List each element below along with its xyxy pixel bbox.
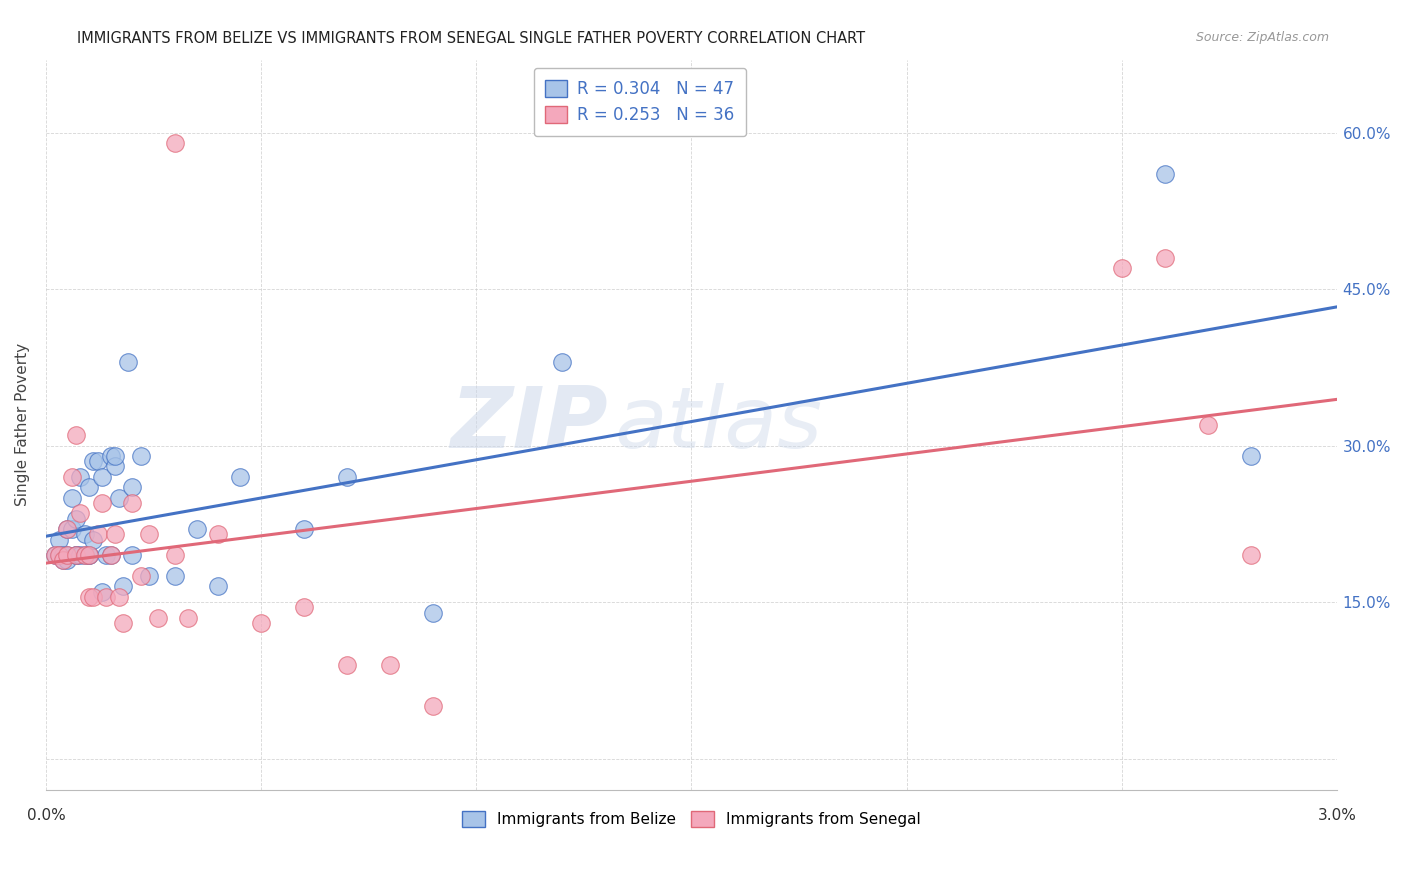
Text: atlas: atlas [614, 384, 823, 467]
Point [86, 454, 108, 468]
Point [56, 522, 79, 536]
Point [104, 449, 127, 463]
Point [56, 553, 79, 567]
Point [90, 496, 112, 510]
Point [336, 470, 359, 484]
Point [138, 527, 160, 541]
Point [69, 470, 91, 484]
Point [108, 590, 131, 604]
Point [336, 657, 359, 672]
Point [165, 548, 187, 562]
Point [48, 548, 70, 562]
Point [60, 470, 83, 484]
Point [104, 459, 127, 474]
Point [146, 611, 169, 625]
Point [65, 428, 87, 442]
Point [52, 553, 75, 567]
Point [73, 548, 96, 562]
Point [108, 491, 131, 505]
Point [77, 590, 100, 604]
Point [422, 606, 444, 620]
Point [56, 548, 79, 562]
Y-axis label: Single Father Poverty: Single Father Poverty [15, 343, 30, 507]
Point [65, 548, 87, 562]
Point [292, 522, 315, 536]
Point [1240, 548, 1263, 562]
Point [104, 527, 127, 541]
Point [69, 507, 91, 521]
Point [186, 522, 208, 536]
Point [121, 496, 143, 510]
Point [69, 548, 91, 562]
Point [1153, 167, 1175, 181]
Point [250, 615, 273, 630]
Point [65, 548, 87, 562]
Point [52, 548, 75, 562]
Point [121, 480, 143, 494]
Point [121, 548, 143, 562]
Point [100, 548, 122, 562]
Point [207, 527, 229, 541]
Point [100, 548, 122, 562]
Point [44, 548, 66, 562]
Point [60, 491, 83, 505]
Point [165, 569, 187, 583]
Point [129, 449, 152, 463]
Point [96, 590, 118, 604]
Point [56, 548, 79, 562]
Point [73, 548, 96, 562]
Point [77, 548, 100, 562]
Point [117, 355, 139, 369]
Point [52, 553, 75, 567]
Point [48, 533, 70, 547]
Point [73, 527, 96, 541]
Point [65, 548, 87, 562]
Point [100, 449, 122, 463]
Point [82, 533, 104, 547]
Point [1111, 261, 1133, 276]
Point [177, 611, 200, 625]
Point [82, 454, 104, 468]
Point [48, 548, 70, 562]
Point [77, 480, 100, 494]
Point [138, 569, 160, 583]
Point [60, 522, 83, 536]
Point [228, 470, 250, 484]
Point [96, 548, 118, 562]
Point [44, 548, 66, 562]
Text: ZIP: ZIP [450, 384, 607, 467]
Point [90, 584, 112, 599]
Point [1197, 417, 1219, 432]
Text: Source: ZipAtlas.com: Source: ZipAtlas.com [1195, 31, 1329, 45]
Point [292, 600, 315, 615]
Point [77, 548, 100, 562]
Text: 0.0%: 0.0% [27, 808, 65, 823]
Point [1240, 449, 1263, 463]
Point [112, 615, 135, 630]
Text: 3.0%: 3.0% [1317, 808, 1357, 823]
Point [82, 590, 104, 604]
Point [129, 569, 152, 583]
Point [551, 355, 574, 369]
Point [207, 579, 229, 593]
Point [112, 579, 135, 593]
Point [380, 657, 402, 672]
Point [165, 136, 187, 150]
Text: IMMIGRANTS FROM BELIZE VS IMMIGRANTS FROM SENEGAL SINGLE FATHER POVERTY CORRELAT: IMMIGRANTS FROM BELIZE VS IMMIGRANTS FRO… [77, 31, 866, 46]
Point [86, 527, 108, 541]
Point [422, 699, 444, 714]
Point [77, 548, 100, 562]
Legend: R = 0.304   N = 47, R = 0.253   N = 36: R = 0.304 N = 47, R = 0.253 N = 36 [534, 68, 747, 136]
Point [65, 511, 87, 525]
Point [90, 470, 112, 484]
Point [1153, 251, 1175, 265]
Point [56, 522, 79, 536]
